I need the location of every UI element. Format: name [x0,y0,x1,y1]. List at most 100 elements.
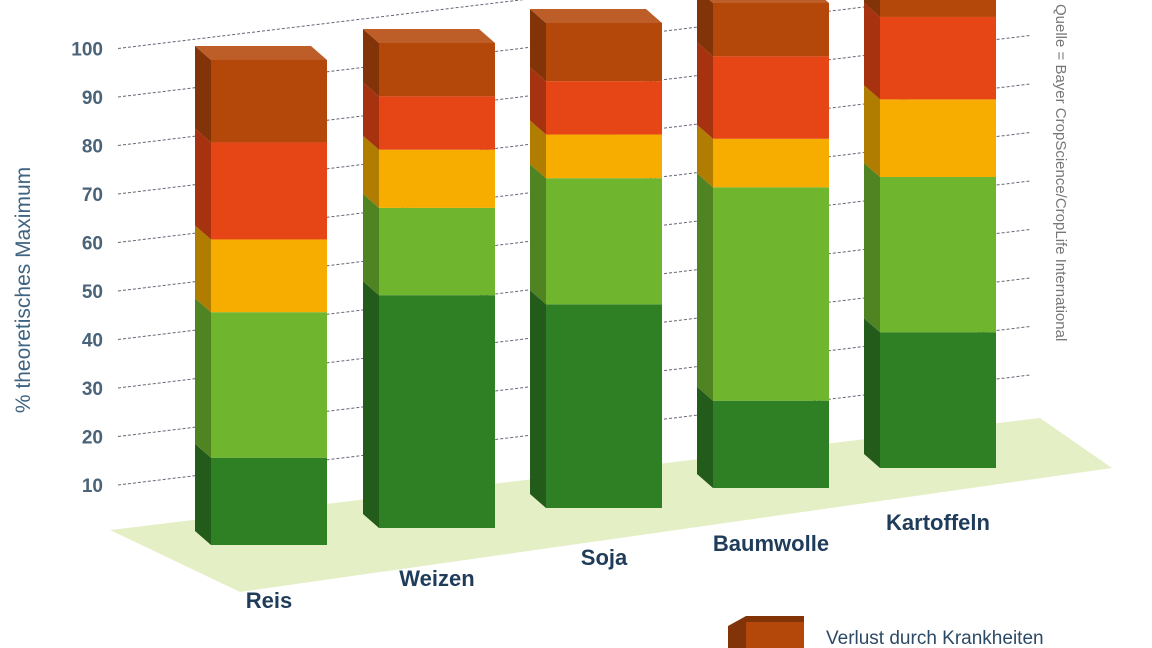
y-tick-label: 40 [82,331,103,352]
y-tick-label: 70 [82,185,103,206]
bar-segment [864,85,996,177]
legend-swatch [746,622,804,648]
bar-side-face [363,29,379,97]
bar-segment [697,173,829,401]
bar-side-face [697,42,713,139]
bar-side-face [530,67,546,135]
bar-side-face [864,0,880,17]
bar-side-face [697,386,713,488]
bar-front-face [211,457,327,545]
bar-front-face [211,142,327,240]
bar-front-face [713,3,829,57]
legend: Verlust durch Krankheiten [728,616,1044,648]
bar-top-face [709,0,829,3]
bar-front-face [379,149,495,208]
bar-segment [864,0,996,17]
bar-segment [195,128,327,240]
bar-front-face [880,16,996,100]
bar-side-face [195,225,211,313]
bar-kartoffeln [864,0,996,468]
category-label: Reis [246,588,292,613]
bar-side-face [697,124,713,188]
bar-top-face [195,46,327,60]
bar-front-face [713,400,829,488]
bar-segment [363,193,495,296]
bar-side-face [864,163,880,333]
bar-front-face [546,304,662,508]
bar-segment [697,42,829,139]
bar-segment [697,386,829,488]
bar-segment [530,67,662,135]
bar-front-face [546,134,662,179]
bar-front-face [379,295,495,528]
bar-side-face [864,85,880,177]
bar-segment [697,124,829,188]
bar-side-face [363,193,379,296]
bar-segment [195,46,327,143]
bar-segment [530,164,662,305]
bar-segment [363,281,495,528]
bar-front-face [211,60,327,143]
category-label: Baumwolle [713,531,829,556]
bar-weizen [363,29,495,528]
bar-side-face [363,135,379,208]
legend-label: Verlust durch Krankheiten [826,628,1044,648]
category-label: Soja [581,545,628,570]
bar-segment [363,135,495,208]
bar-soja [530,9,662,508]
bar-side-face [363,82,379,150]
bar-segment [195,298,327,458]
bar-segment [363,29,495,97]
bar-side-face [530,120,546,179]
bar-side-face [530,290,546,508]
y-tick-label: 10 [82,476,103,497]
y-tick-label: 90 [82,88,103,109]
bar-side-face [530,9,546,82]
bar-front-face [379,96,495,150]
bar-front-face [379,43,495,97]
bar-side-face [195,298,211,458]
bar-front-face [713,138,829,188]
y-axis-label: % theoretisches Maximum [12,167,35,413]
bar-front-face [880,177,996,333]
bar-front-face [880,332,996,468]
bar-segment [530,290,662,508]
bar-side-face [864,2,880,100]
bar-front-face [546,81,662,135]
bar-front-face [211,239,327,313]
bar-segment [697,0,829,57]
bar-segment [864,318,996,468]
y-tick-label: 20 [82,428,103,449]
category-label: Weizen [399,566,474,591]
y-tick-label: 100 [71,40,103,61]
y-tick-label: 80 [82,137,103,158]
y-tick-label: 30 [82,379,103,400]
bar-side-face [195,46,211,143]
y-tick-label: 60 [82,234,103,255]
bar-side-face [363,281,379,528]
bar-front-face [211,312,327,458]
bar-reis [195,46,327,545]
bar-side-face [195,128,211,240]
bar-segment [530,120,662,179]
bar-segment [195,443,327,545]
bar-segment [530,9,662,82]
bar-side-face [697,0,713,57]
bar-segment [195,225,327,313]
bar-front-face [713,187,829,401]
bar-segment [864,2,996,100]
bar-side-face [864,318,880,468]
bar-side-face [530,164,546,305]
bar-segment [864,163,996,333]
bar-front-face [713,56,829,139]
category-label: Kartoffeln [886,510,990,535]
bar-side-face [195,443,211,545]
source-note: Quelle = Bayer CropScience/CropLife Inte… [1052,4,1069,341]
bar-front-face [880,0,996,17]
y-tick-label: 50 [82,282,103,303]
bar-segment [363,82,495,150]
bar-front-face [880,99,996,177]
bar-front-face [379,207,495,296]
bar-top-face [363,29,495,43]
